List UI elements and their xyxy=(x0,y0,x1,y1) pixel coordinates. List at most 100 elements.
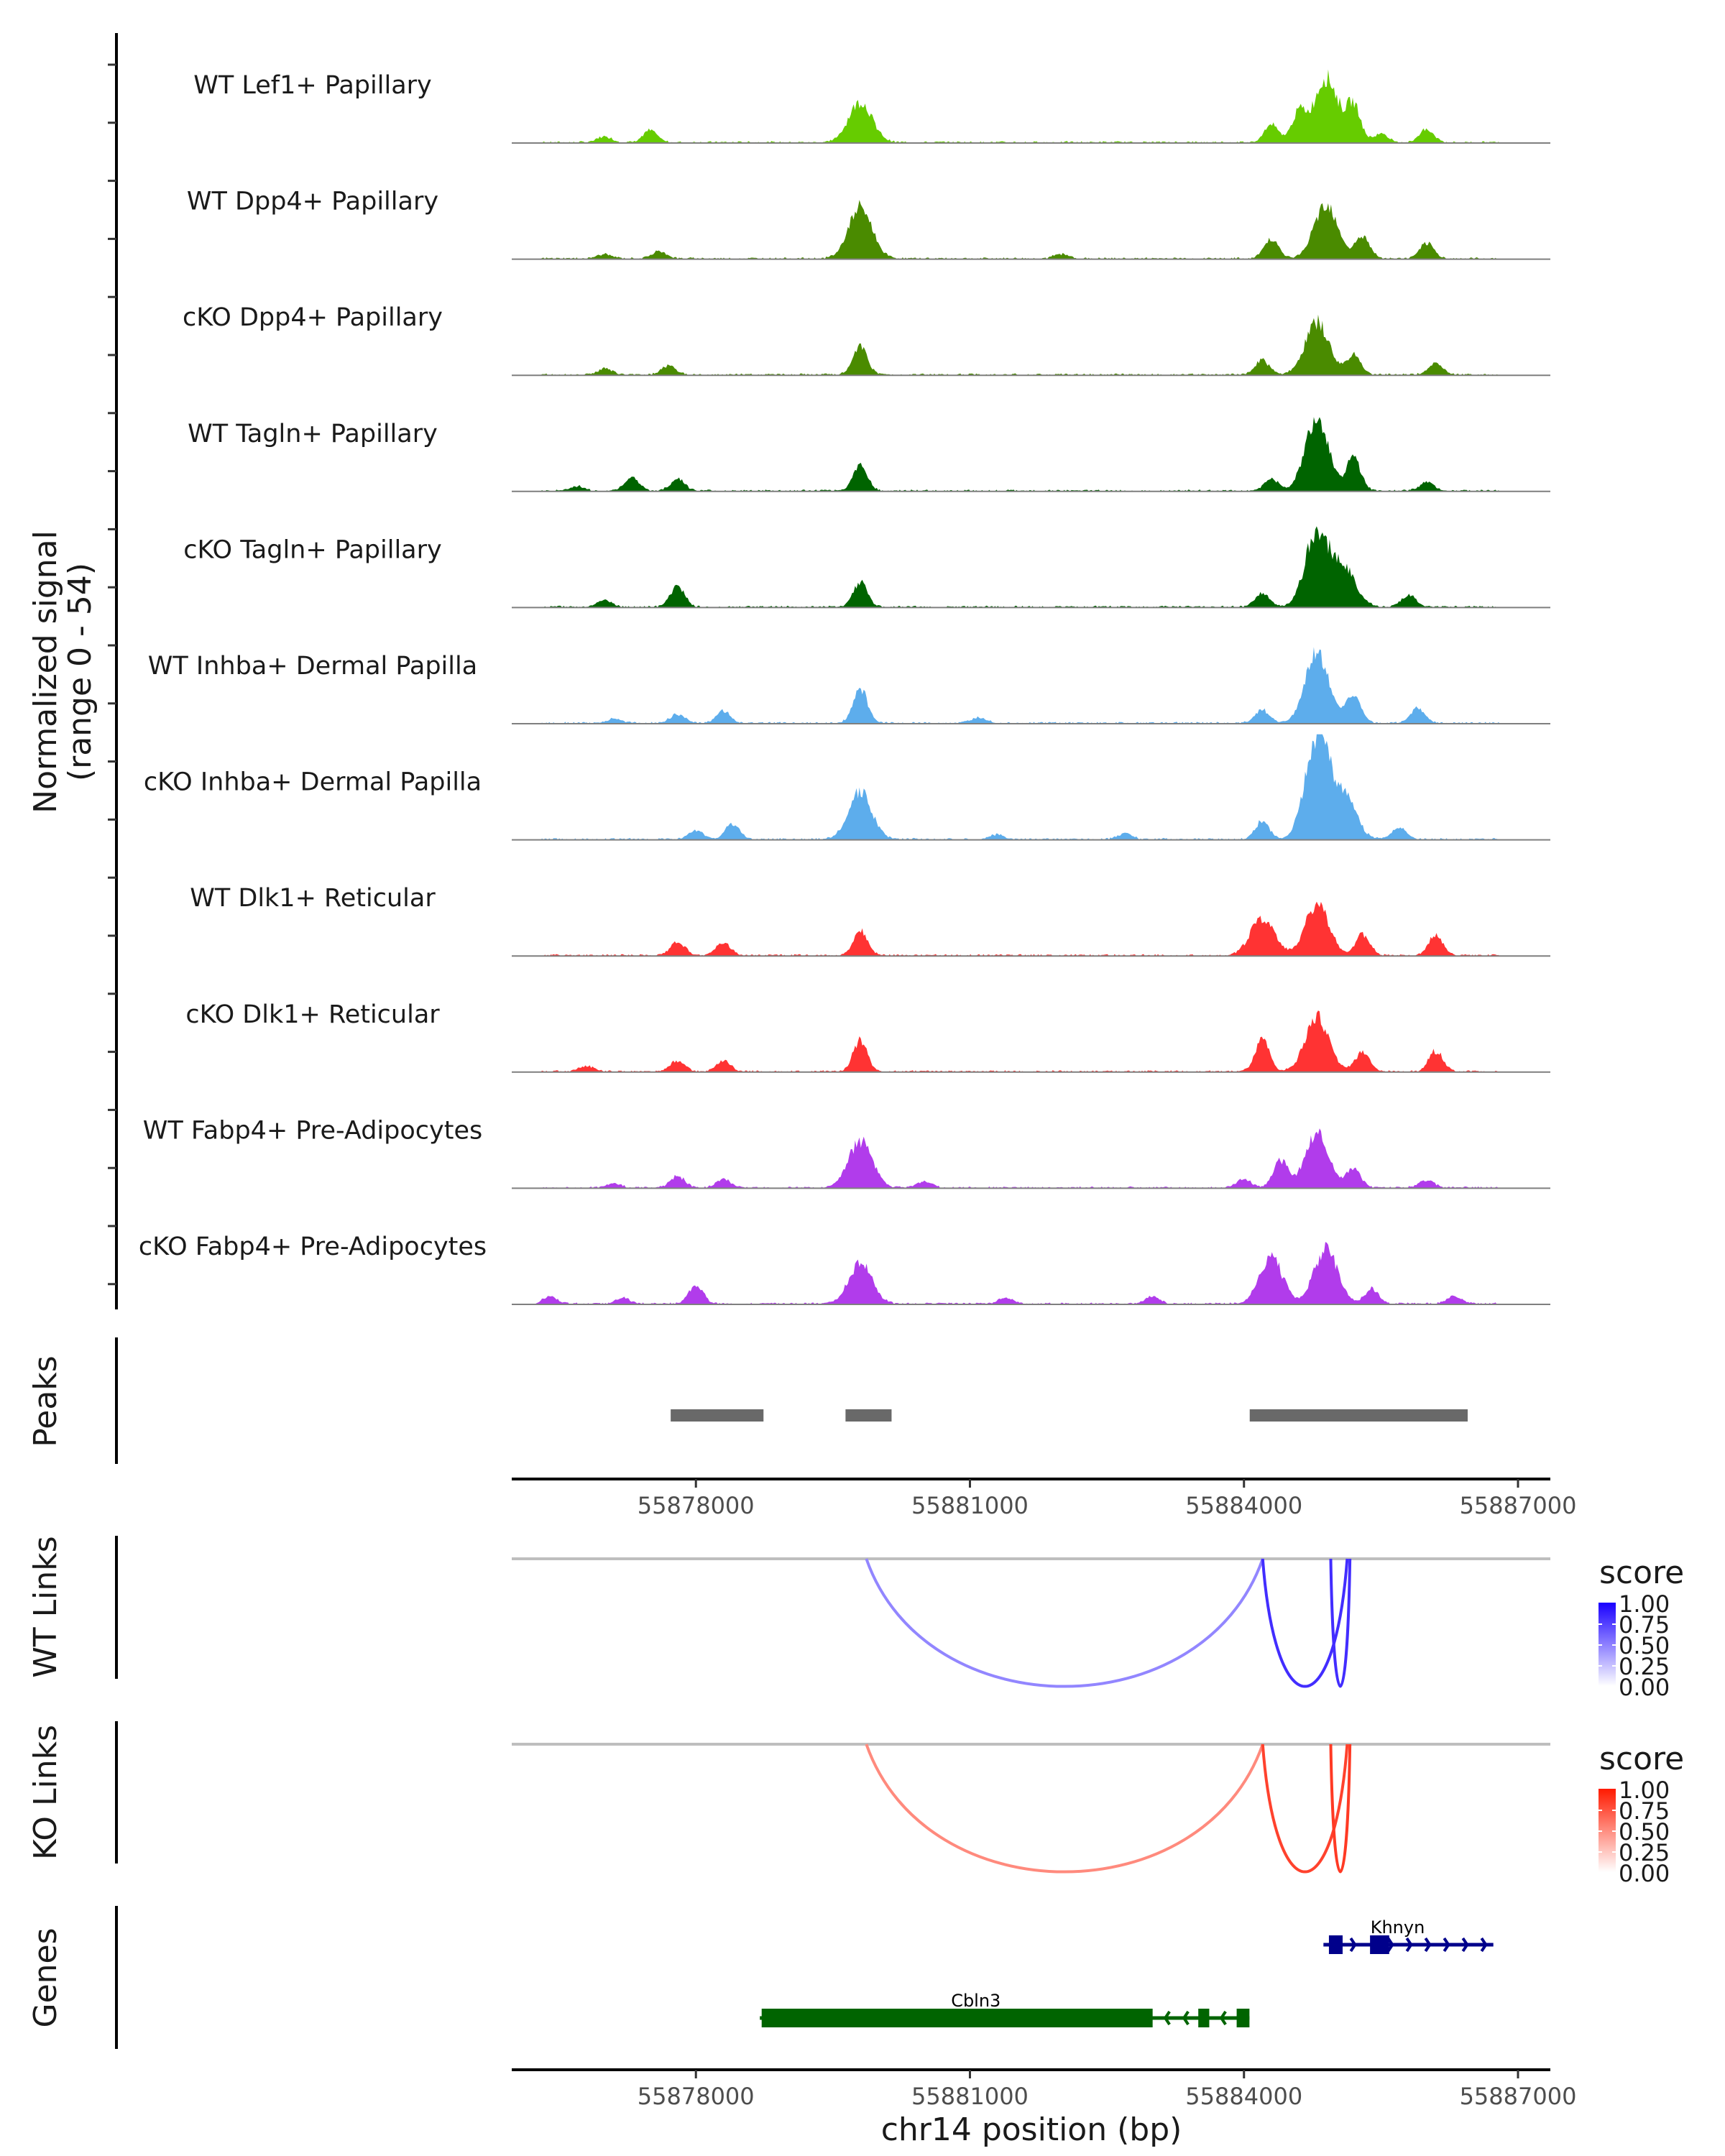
y-axis-ticks xyxy=(108,63,116,1286)
coverage-area xyxy=(512,1242,1550,1304)
strand-arrow-icon xyxy=(1163,2010,1171,2026)
coverage-area xyxy=(512,734,1550,840)
coverage-track: WT Fabp4+ Pre-Adipocytes xyxy=(143,1116,1550,1189)
gene-model: Cbln3 xyxy=(760,1991,1250,2027)
legend-title: score xyxy=(1599,1554,1684,1591)
x-tick-label: 55878000 xyxy=(638,2083,755,2110)
track-label: cKO Tagln+ Papillary xyxy=(183,535,442,564)
link-arc xyxy=(865,1743,1264,1874)
strand-arrow-icon xyxy=(1219,2010,1227,2026)
gene-exon xyxy=(1328,1935,1343,1954)
y-axis-title-line2: (range 0 - 54) xyxy=(62,563,98,781)
link-arc xyxy=(865,1558,1264,1688)
peaks-track-label: Peaks xyxy=(27,1355,64,1447)
strand-arrow-icon xyxy=(1443,1937,1450,1953)
coverage-track: cKO Tagln+ Papillary xyxy=(183,526,1550,609)
coverage-area xyxy=(512,314,1550,376)
legend-tick-label: 0.75 xyxy=(1619,1611,1670,1639)
strand-arrow-icon xyxy=(1405,1937,1413,1953)
x-tick-label: 55887000 xyxy=(1460,2083,1577,2110)
coverage-area xyxy=(512,1010,1550,1072)
coverage-track: WT Tagln+ Papillary xyxy=(188,417,1550,492)
coverage-tracks: WT Lef1+ Papillary WT Dpp4+ Papillary cKO … xyxy=(139,69,1550,1305)
track-label: cKO Inhba+ Dermal Papilla xyxy=(144,768,482,797)
track-label: WT Fabp4+ Pre-Adipocytes xyxy=(143,1116,482,1145)
legend-tick-label: 0.75 xyxy=(1619,1797,1670,1825)
legend-tick-label: 1.00 xyxy=(1619,1590,1670,1618)
x-tick-label: 55878000 xyxy=(638,1492,755,1519)
coverage-area xyxy=(512,417,1550,492)
legend-tick-label: 0.00 xyxy=(1619,1674,1670,1701)
strand-arrow-icon xyxy=(1386,1937,1394,1953)
coverage-track: cKO Dpp4+ Papillary xyxy=(183,303,1550,377)
legend-title: score xyxy=(1599,1741,1684,1777)
peak-regions xyxy=(671,1409,1468,1422)
gene-name-label: Khnyn xyxy=(1371,1917,1425,1938)
link-arc xyxy=(1261,1743,1349,1874)
gene-models: Khnyn Cbln3 xyxy=(760,1917,1494,2027)
strand-arrow-icon xyxy=(1182,2010,1190,2026)
peak-region xyxy=(671,1409,764,1422)
peak-region xyxy=(1249,1409,1468,1422)
x-tick-label: 55887000 xyxy=(1460,1492,1577,1519)
coverage-area xyxy=(512,526,1550,608)
wt-links xyxy=(512,1557,1550,1688)
coverage-area xyxy=(512,647,1550,724)
genes-track-label: Genes xyxy=(27,1927,64,2027)
legend-tick-label: 0.25 xyxy=(1619,1653,1670,1680)
track-label: cKO Dpp4+ Papillary xyxy=(183,303,443,332)
track-label: WT Dpp4+ Papillary xyxy=(187,188,438,216)
link-arc xyxy=(1329,1743,1352,1874)
legend-tick-label: 0.00 xyxy=(1619,1860,1670,1887)
ko-links xyxy=(512,1743,1550,1874)
coverage-area xyxy=(512,1128,1550,1189)
legend-tick-label: 1.00 xyxy=(1619,1777,1670,1804)
x-tick-label: 55881000 xyxy=(911,1492,1029,1519)
strand-arrow-icon xyxy=(1461,1937,1469,1953)
peak-region xyxy=(845,1409,892,1422)
strand-arrow-icon xyxy=(1349,1937,1357,1953)
coverage-area xyxy=(512,901,1550,957)
track-label: WT Tagln+ Papillary xyxy=(188,420,438,448)
strand-arrow-icon xyxy=(1480,1937,1488,1953)
track-label: cKO Fabp4+ Pre-Adipocytes xyxy=(139,1233,487,1261)
strand-arrow-icon xyxy=(1424,1937,1432,1953)
gene-exon xyxy=(761,2009,1153,2027)
track-label: WT Lef1+ Papillary xyxy=(193,71,432,100)
gene-exon xyxy=(1198,2009,1210,2027)
legend-tick-label: 0.50 xyxy=(1619,1818,1670,1846)
coverage-area xyxy=(512,69,1550,143)
ko-links-label: KO Links xyxy=(27,1725,64,1860)
x-tick-label: 55884000 xyxy=(1185,1492,1302,1519)
coverage-track: WT Inhba+ Dermal Papilla xyxy=(148,647,1550,724)
track-label: cKO Dlk1+ Reticular xyxy=(185,1000,440,1029)
legend-tick-label: 0.25 xyxy=(1619,1839,1670,1866)
x-axis-peaks: 55878000 55881000 55884000 55887000 xyxy=(512,1478,1577,1519)
x-tick-label: 55884000 xyxy=(1185,2083,1302,2110)
coverage-track: WT Dpp4+ Papillary xyxy=(187,188,1550,260)
gene-name-label: Cbln3 xyxy=(951,1991,1000,2011)
track-label: WT Dlk1+ Reticular xyxy=(190,884,436,913)
x-tick-label: 55881000 xyxy=(911,2083,1029,2110)
coverage-area xyxy=(512,200,1550,259)
coverage-track: WT Lef1+ Papillary xyxy=(193,69,1550,144)
wt-links-label: WT Links xyxy=(27,1536,64,1677)
x-axis-genes: 55878000 55881000 55884000 55887000 xyxy=(512,2068,1577,2110)
coverage-track: cKO Fabp4+ Pre-Adipocytes xyxy=(139,1233,1550,1305)
coverage-track: cKO Dlk1+ Reticular xyxy=(185,1000,1550,1073)
coverage-track: WT Dlk1+ Reticular xyxy=(190,884,1550,957)
legend-tick-label: 0.50 xyxy=(1619,1632,1670,1659)
gene-exon xyxy=(1370,1935,1389,1954)
y-axis-title: Normalized signal (range 0 - 54) xyxy=(27,530,98,814)
gene-model: Khnyn xyxy=(1323,1917,1494,1954)
link-arc xyxy=(1261,1558,1349,1688)
gene-exon xyxy=(1236,2009,1250,2027)
link-arc xyxy=(1329,1558,1352,1688)
coverage-track: cKO Inhba+ Dermal Papilla xyxy=(144,734,1550,841)
y-axis-title-line1: Normalized signal xyxy=(27,530,64,814)
x-axis-title: chr14 position (bp) xyxy=(881,2111,1182,2148)
track-label: WT Inhba+ Dermal Papilla xyxy=(148,652,477,681)
